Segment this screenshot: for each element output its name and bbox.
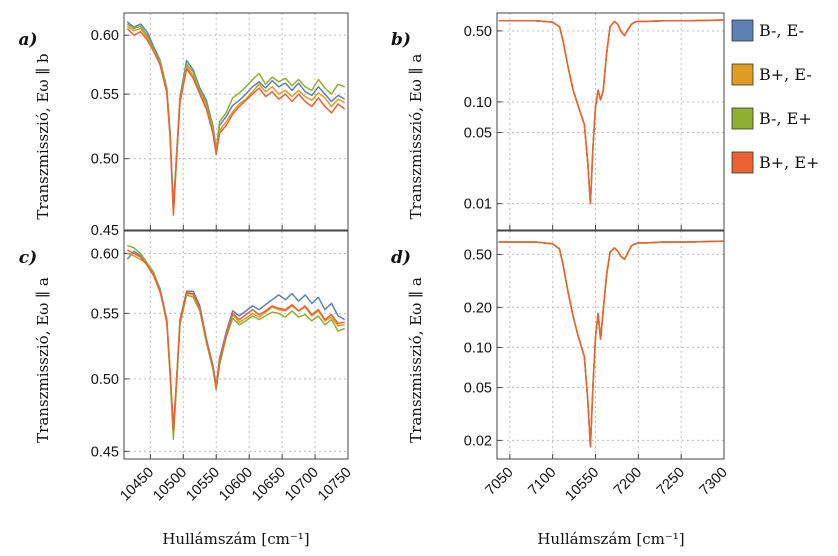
y-tick-label: 0.55	[91, 87, 119, 103]
x-tick-label: 7200	[611, 465, 645, 499]
series-line-4	[498, 240, 725, 448]
x-tick-label: 10650	[249, 465, 289, 505]
y-tick-label: 0.50	[464, 24, 492, 40]
y-tick-label: 0.60	[91, 28, 119, 44]
series-line-1	[126, 250, 346, 434]
series-line-4	[498, 19, 725, 205]
x-tick-label: 7050	[483, 465, 517, 499]
series-line-4	[126, 249, 345, 432]
series-line-3	[127, 244, 345, 440]
panel-2: 0.01 0.05 0.10 0.50 b) Transzmisszió, Eω ∥ a	[391, 12, 725, 231]
panel-label: b)	[391, 30, 411, 50]
legend-swatch	[731, 19, 754, 42]
series-line-2	[127, 252, 345, 430]
series-line-1	[498, 19, 725, 205]
legend-label: B-, E-	[759, 21, 804, 40]
y-tick-label: 0.01	[464, 197, 492, 213]
y-tick-label: 0.45	[91, 223, 119, 239]
x-tick-label: 10600	[216, 465, 256, 505]
plot-frame	[496, 230, 725, 460]
legend-label: B+, E+	[759, 153, 819, 172]
y-tick-label: 0.05	[464, 126, 492, 142]
series-line-1	[126, 21, 346, 209]
x-tick-label: 10700	[282, 465, 322, 505]
x-axis-label-left: Hullámszám [cm⁻¹]	[162, 530, 309, 548]
y-tick-label: 0.50	[91, 152, 119, 168]
y-tick-label: 0.10	[464, 340, 492, 356]
panel-1: 0.45 0.50 0.55 0.60 a) Transzmisszió, Eω ∥ b	[18, 12, 349, 239]
x-tick-label: 7300	[697, 465, 731, 499]
y-tick-label: 0.20	[464, 300, 492, 316]
x-tick-label: 7100	[525, 465, 559, 499]
legend-label: B+, E-	[759, 65, 812, 84]
series-line-3	[498, 19, 725, 205]
y-tick-label: 0.02	[464, 433, 492, 449]
series-line-4	[126, 27, 346, 216]
y-axis-label: Transzmisszió, Eω ∥ a	[34, 277, 52, 443]
plot-frame	[123, 230, 349, 460]
panel-label: d)	[391, 248, 411, 268]
panel-label: c)	[19, 248, 37, 268]
x-tick-label: 10750	[315, 465, 355, 505]
x-tick-label: 10550	[563, 465, 603, 505]
legend-swatch	[731, 107, 754, 130]
y-tick-label: 0.50	[91, 372, 119, 388]
panel-4: 0.02 0.05 0.10 0.20 0.50 7050 7100 10550 7200 725…	[391, 230, 731, 505]
x-tick-label: 10450	[117, 465, 157, 505]
x-tick-label: 7250	[654, 465, 688, 499]
series-line-1	[498, 240, 725, 448]
legend-swatch	[731, 63, 754, 86]
series-line-3	[498, 240, 725, 448]
x-axis-label-right: Hullámszám [cm⁻¹]	[537, 530, 684, 548]
series-line-2	[498, 240, 725, 448]
series-line-3	[126, 23, 345, 212]
legend-label: B-, E+	[759, 109, 812, 128]
plot-frame	[496, 12, 725, 231]
y-tick-label: 0.50	[464, 247, 492, 263]
plot-frame	[123, 12, 349, 231]
y-tick-label: 0.45	[91, 444, 119, 460]
y-tick-label: 0.05	[464, 380, 492, 396]
x-tick-label: 10550	[183, 465, 223, 505]
y-tick-label: 0.55	[91, 306, 119, 322]
series-line-2	[126, 25, 346, 213]
legend: B-, E- B+, E- B-, E+ B+, E+	[731, 19, 819, 174]
x-tick-label: 10500	[150, 465, 190, 505]
y-axis-label: Transzmisszió, Eω ∥ b	[34, 53, 52, 219]
panel-3: 0.45 0.50 0.55 0.60 104501050010550106001065…	[19, 230, 355, 505]
panel-label: a)	[18, 30, 37, 50]
y-axis-label: Transzmisszió, Eω ∥ a	[407, 277, 425, 443]
series-line-2	[498, 19, 725, 205]
y-tick-label: 0.60	[91, 247, 119, 263]
legend-swatch	[731, 151, 754, 174]
y-tick-label: 0.10	[464, 95, 492, 111]
y-axis-label: Transzmisszió, Eω ∥ a	[407, 54, 425, 220]
